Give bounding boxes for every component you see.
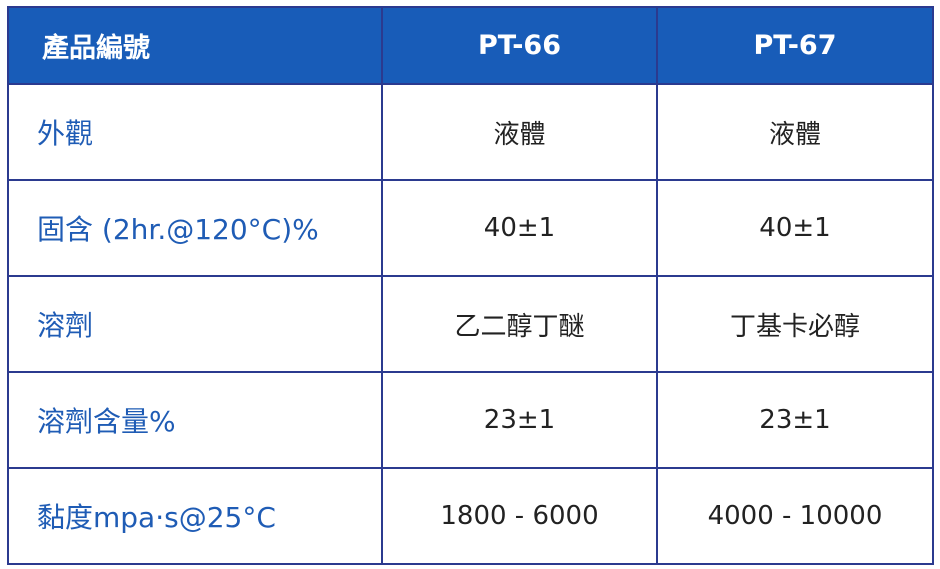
cell-pt-67: 4000 - 10000 — [656, 467, 934, 565]
cell-pt-67: 23±1 — [656, 371, 934, 469]
table-row: 溶劑含量% 23±1 23±1 — [7, 371, 934, 469]
product-spec-table: 產品編號 PT-66 PT-67 外觀 液體 液體 固含 (2hr.@120°C… — [7, 6, 934, 565]
row-label: 固含 (2hr.@120°C)% — [7, 179, 383, 277]
table-row: 外觀 液體 液體 — [7, 83, 934, 181]
row-label: 外觀 — [7, 83, 383, 181]
cell-pt-66: 23±1 — [381, 371, 658, 469]
table-row: 固含 (2hr.@120°C)% 40±1 40±1 — [7, 179, 934, 277]
table-row: 溶劑 乙二醇丁醚 丁基卡必醇 — [7, 275, 934, 373]
cell-pt-66: 1800 - 6000 — [381, 467, 658, 565]
header-pt-66: PT-66 — [381, 6, 658, 85]
header-pt-67: PT-67 — [656, 6, 934, 85]
row-label: 溶劑 — [7, 275, 383, 373]
cell-pt-67: 丁基卡必醇 — [656, 275, 934, 373]
cell-pt-67: 液體 — [656, 83, 934, 181]
cell-pt-66: 乙二醇丁醚 — [381, 275, 658, 373]
header-product-code: 產品編號 — [7, 6, 383, 85]
cell-pt-66: 液體 — [381, 83, 658, 181]
row-label: 溶劑含量% — [7, 371, 383, 469]
row-label: 黏度mpa·s@25°C — [7, 467, 383, 565]
cell-pt-66: 40±1 — [381, 179, 658, 277]
cell-pt-67: 40±1 — [656, 179, 934, 277]
header-row: 產品編號 PT-66 PT-67 — [7, 6, 934, 85]
table-row: 黏度mpa·s@25°C 1800 - 6000 4000 - 10000 — [7, 467, 934, 565]
